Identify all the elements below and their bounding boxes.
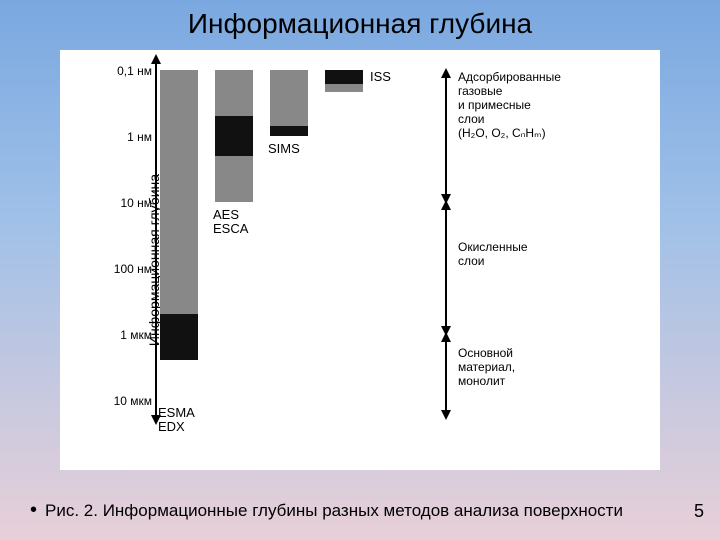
bar-label-esma: ESMAEDX bbox=[158, 406, 195, 434]
slide-title: Информационная глубина bbox=[0, 0, 720, 40]
bar-label-iss: ISS bbox=[370, 70, 391, 84]
tick: 100 нм bbox=[114, 262, 152, 276]
bar-sims bbox=[270, 70, 308, 136]
region-arrow bbox=[445, 206, 447, 330]
slide: Информационная глубина Информационная гл… bbox=[0, 0, 720, 540]
region-arrow-up bbox=[441, 200, 451, 210]
region-arrow bbox=[445, 338, 447, 412]
region-arrow-up bbox=[441, 68, 451, 78]
bar-sims-dark bbox=[270, 126, 308, 136]
tick: 1 нм bbox=[127, 130, 152, 144]
region-arrow-down bbox=[441, 410, 451, 420]
bar-label-aes: AESESCA bbox=[213, 208, 248, 236]
y-axis-line bbox=[155, 62, 157, 417]
y-ticks: 0,1 нм 1 нм 10 нм 100 нм 1 мкм 10 мкм bbox=[60, 70, 152, 410]
bar-aes bbox=[215, 70, 253, 202]
bar-label-sims: SIMS bbox=[268, 142, 300, 156]
region-arrow-up bbox=[441, 332, 451, 342]
bullet-icon: • bbox=[30, 499, 37, 522]
tick: 10 мкм bbox=[114, 394, 152, 408]
tick: 1 мкм bbox=[120, 328, 152, 342]
tick: 10 нм bbox=[120, 196, 152, 210]
chart-area: Информационная глубина 0,1 нм 1 нм 10 нм… bbox=[60, 50, 660, 470]
bar-esma-dark bbox=[160, 314, 198, 360]
bars-plot: ESMAEDX AESESCA SIMS ISS bbox=[160, 70, 410, 460]
axis-arrow-up bbox=[151, 54, 161, 64]
bar-aes-dark bbox=[215, 116, 253, 156]
bar-esma bbox=[160, 70, 198, 334]
bar-iss-dark bbox=[325, 70, 363, 84]
bar-iss bbox=[325, 70, 363, 92]
region-arrow bbox=[445, 74, 447, 198]
region-label-bulk: Основнойматериал,монолит bbox=[458, 346, 515, 388]
region-label-adsorbed: Адсорбированныегазовыеи примесныеслои(H₂… bbox=[458, 70, 561, 140]
tick: 0,1 нм bbox=[117, 64, 152, 78]
page-number: 5 bbox=[694, 501, 704, 522]
region-label-oxide: Окисленныеслои bbox=[458, 240, 528, 268]
region-column: Адсорбированныегазовыеи примесныеслои(H₂… bbox=[440, 70, 650, 410]
caption-row: • Рис. 2. Информационные глубины разных … bbox=[30, 499, 710, 522]
caption-text: Рис. 2. Информационные глубины разных ме… bbox=[45, 501, 623, 521]
